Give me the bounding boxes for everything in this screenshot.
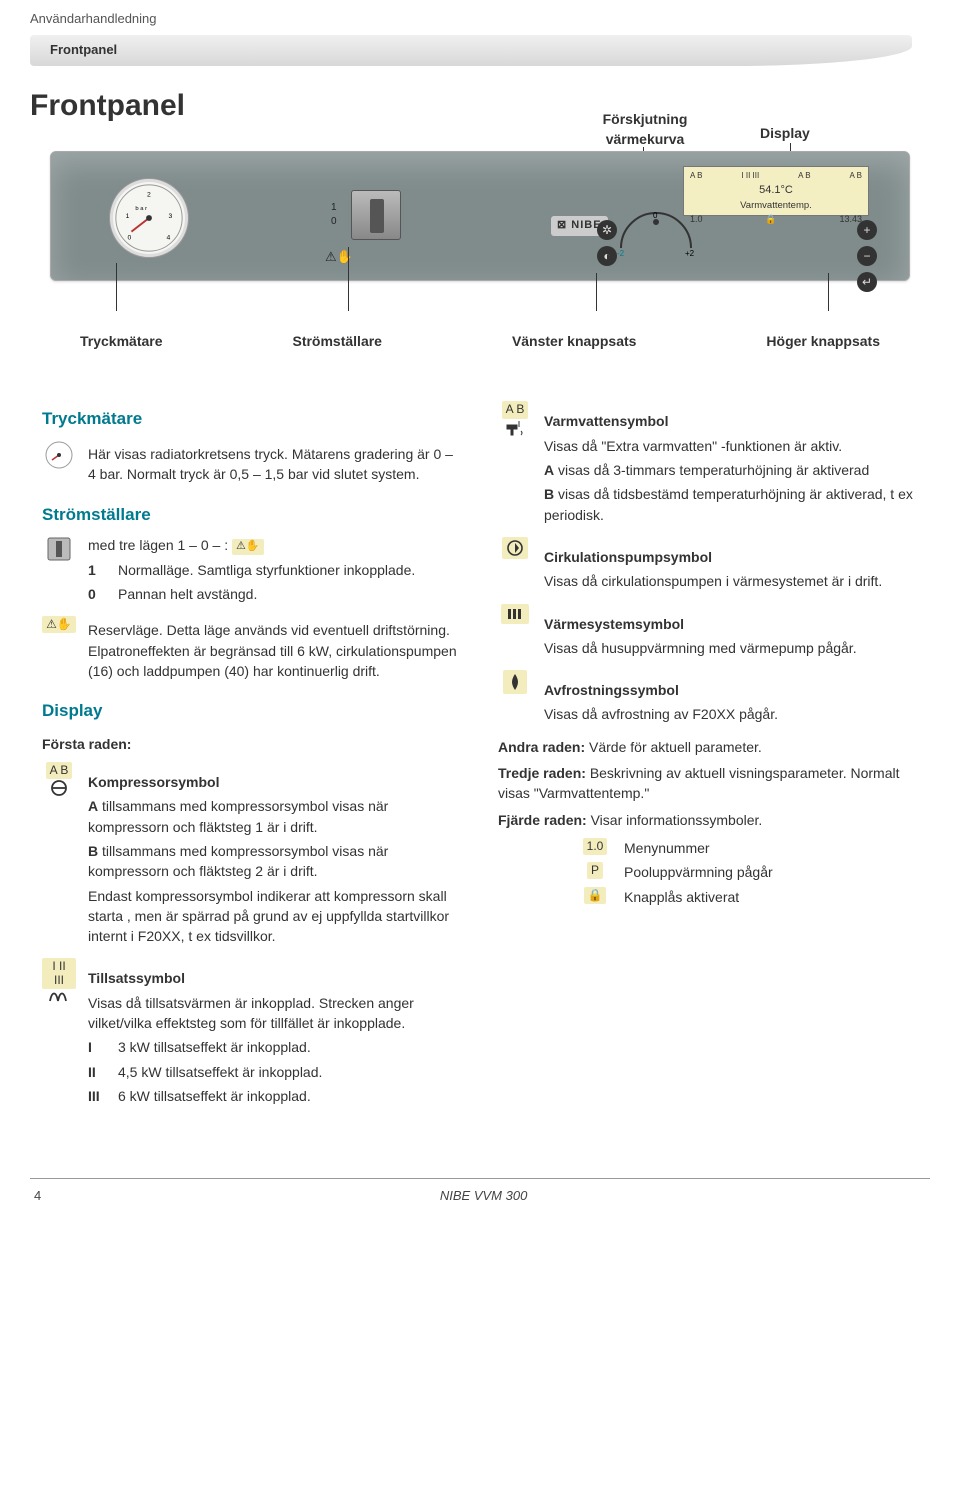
varmvatten-block: Varmvattensymbol Visas då "Extra varmvat… — [544, 401, 918, 528]
device-bottom-labels: Tryckmätare Strömställare Vänster knapps… — [80, 331, 880, 351]
svg-text:2: 2 — [147, 192, 151, 199]
switch-mini-icon — [42, 535, 76, 563]
hotwater-icon: A B — [498, 401, 532, 436]
device-figure: Förskjutning värmekurva Display 1 2 3 4 … — [20, 143, 940, 361]
label-display: Display — [760, 123, 810, 143]
doc-title: Användarhandledning — [30, 10, 930, 29]
tillsats-block: Tillsatssymbol Visas då tillsatsvärmen ä… — [88, 958, 462, 1110]
kompressor-block: Kompressorsymbol A tillsammans med kompr… — [88, 762, 462, 950]
tryckmatare-body: Här visas radiatorkretsens tryck. Mätare… — [88, 444, 462, 485]
device-panel: 1 2 3 4 0 b a r 1 0 ⚠✋ ⊠ NIBE ✲ ◐ — [50, 151, 910, 281]
svg-text:0: 0 — [128, 235, 132, 242]
plus-btn-icon: + — [857, 220, 877, 240]
section-stromstallare: Strömställare — [42, 503, 462, 528]
lcd-display: A B I II III A B A B 54.1°C Varmvattente… — [683, 166, 869, 216]
doc-header: Användarhandledning Frontpanel — [0, 0, 960, 66]
pressure-gauge: 1 2 3 4 0 b a r — [109, 178, 189, 258]
gauge-mini-icon — [42, 440, 76, 470]
menu-num-icon: 1.0 — [578, 838, 612, 855]
svg-text:1: 1 — [126, 213, 130, 220]
label-forskjutning: Förskjutning värmekurva — [580, 109, 710, 150]
additional-heat-icon: I II III — [42, 958, 76, 1002]
circpump-icon — [498, 537, 532, 562]
lock-icon: 🔒 — [578, 887, 612, 904]
defrost-icon — [498, 670, 532, 697]
heating-system-icon — [498, 604, 532, 627]
row4-line: Fjärde raden: Visar informationssymboler… — [498, 810, 918, 830]
svg-text:0: 0 — [653, 211, 658, 220]
product-name: NIBE VVM 300 — [440, 1187, 527, 1206]
reserve-mode-icon: ⚠✋ — [232, 539, 264, 555]
enter-btn-icon: ↵ — [857, 272, 877, 292]
first-row-heading: Första raden: — [42, 734, 462, 754]
svg-text:+: + — [689, 254, 695, 256]
page-number: 4 — [34, 1187, 41, 1206]
power-switch: 1 0 — [331, 190, 401, 240]
cirk-block: Cirkulationspumpsymbol Visas då cirkulat… — [544, 537, 882, 596]
page-title: Frontpanel — [30, 84, 930, 128]
section-tab: Frontpanel — [30, 35, 912, 66]
reserve-mode-icon-cell: ⚠✋ — [42, 616, 76, 633]
row2-line: Andra raden: Värde för aktuell parameter… — [498, 737, 918, 757]
minus-btn-icon: − — [857, 246, 877, 266]
right-keypad: + − ↵ — [857, 220, 877, 292]
reserv-body: Reservläge. Detta läge används vid event… — [88, 620, 462, 681]
row3-line: Tredje raden: Beskrivning av aktuell vis… — [498, 763, 918, 804]
pool-icon: P — [578, 862, 612, 879]
content-columns: Tryckmätare Här visas radiatorkretsens t… — [0, 373, 960, 1148]
compressor-icon: A B — [42, 762, 76, 797]
varme-block: Värmesystemsymbol Visas då husuppvärmnin… — [544, 604, 857, 663]
svg-text:3: 3 — [169, 213, 173, 220]
stromstallare-intro: med tre lägen 1 – 0 – : ⚠✋ 1Normalläge. … — [88, 535, 415, 608]
page-footer: 4 NIBE VVM 300 — [30, 1178, 930, 1226]
svg-text:–: – — [615, 254, 621, 256]
svg-text:b a r: b a r — [135, 206, 147, 212]
section-tryckmatare: Tryckmätare — [42, 407, 462, 432]
svg-text:4: 4 — [167, 235, 171, 242]
avfrost-block: Avfrostningssymbol Visas då avfrostning … — [544, 670, 778, 729]
left-column: Tryckmätare Här visas radiatorkretsens t… — [42, 393, 462, 1118]
section-display: Display — [42, 699, 462, 724]
right-column: A B Varmvattensymbol Visas då "Extra var… — [498, 393, 918, 1118]
